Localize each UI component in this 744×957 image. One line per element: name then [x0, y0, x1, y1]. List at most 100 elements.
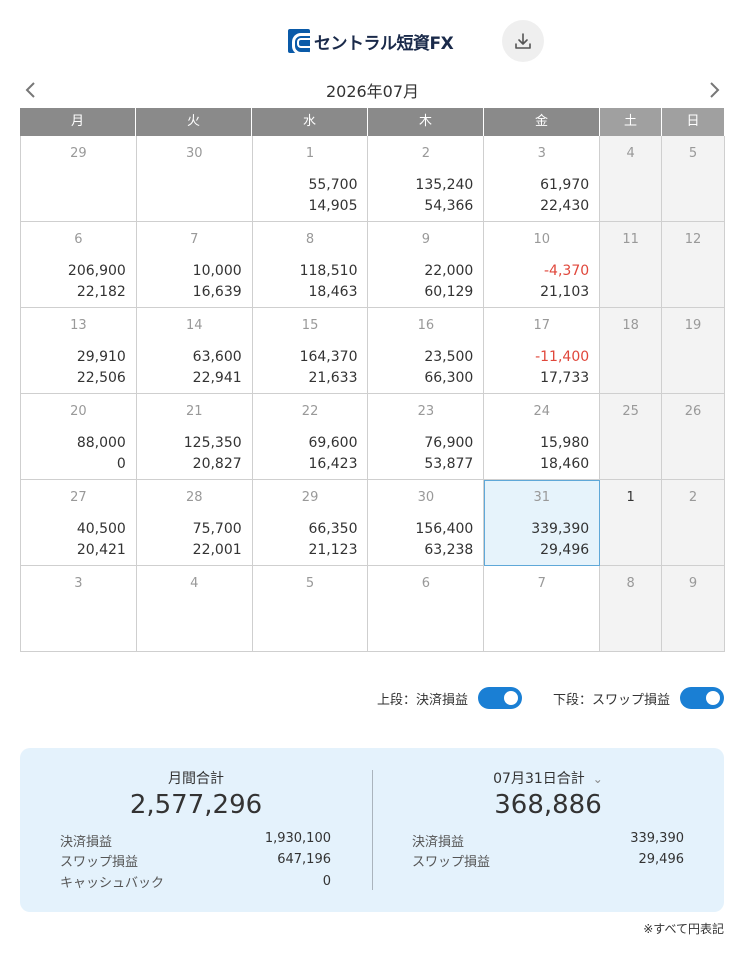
settled-pl-value: 61,970	[540, 177, 590, 193]
day-number: 3	[74, 576, 83, 591]
day-number: 8	[305, 232, 315, 247]
brand-logo: セントラル短資FX	[288, 28, 454, 54]
calendar-day-cell[interactable]: 27 40,500 20,421	[21, 480, 137, 566]
calendar-day-cell[interactable]: 2	[662, 480, 725, 566]
calendar-day-cell[interactable]: 22 69,600 16,423	[252, 394, 369, 480]
monthly-swap-label: スワップ損益	[60, 855, 139, 870]
calendar-day-cell[interactable]: 20 88,000 0	[21, 394, 137, 480]
monthly-swap-value: 647,196	[277, 852, 331, 867]
calendar-day-cell[interactable]: 13 29,910 22,506	[21, 308, 137, 394]
swap-pl-value: 60,129	[424, 284, 474, 300]
calendar-day-cell[interactable]: 15 164,370 21,633	[252, 308, 369, 394]
lower-toggle-switch[interactable]	[680, 687, 725, 709]
day-number: 7	[537, 576, 546, 591]
calendar-day-cell[interactable]: 31 339,390 29,496	[484, 480, 601, 566]
calendar-week-row: 13 29,910 22,506 14 63,600 22,941 15 164,370 21,…	[21, 308, 725, 394]
calendar-day-cell[interactable]: 7 10,000 16,639	[136, 222, 253, 308]
calendar-day-cell[interactable]: 3 61,970 22,430	[484, 136, 601, 222]
settled-pl-value: 135,240	[415, 177, 474, 193]
calendar-day-cell[interactable]: 10 -4,370 21,103	[484, 222, 601, 308]
swap-pl-value: 54,366	[424, 198, 474, 214]
calendar-day-cell[interactable]: 9 22,000 60,129	[368, 222, 485, 308]
calendar-day-cell[interactable]: 25	[600, 394, 663, 480]
day-number: 19	[684, 318, 702, 333]
day-number: 29	[301, 490, 319, 505]
day-number: 30	[185, 146, 203, 161]
calendar-day-cell[interactable]: 5	[252, 566, 369, 652]
day-number: 6	[74, 232, 83, 247]
settled-pl-value: 22,000	[424, 263, 474, 279]
swap-pl-value: 29,496	[540, 542, 590, 558]
weekday-header-cell: 水	[252, 108, 368, 136]
daily-total: 368,886	[494, 790, 602, 820]
calendar-day-cell[interactable]: 18	[600, 308, 663, 394]
settled-pl-value: 55,700	[308, 177, 358, 193]
calendar-day-cell[interactable]: 28 75,700 22,001	[136, 480, 253, 566]
calendar-day-cell[interactable]: 29 66,350 21,123	[252, 480, 369, 566]
calendar-day-cell[interactable]: 4	[600, 136, 663, 222]
daily-summary-selector[interactable]: 07月31日合計 ⌄	[372, 768, 724, 788]
calendar-day-cell[interactable]: 16 23,500 66,300	[368, 308, 485, 394]
next-month-button[interactable]	[705, 80, 725, 100]
calendar-day-cell[interactable]: 29	[21, 136, 137, 222]
calendar-day-cell[interactable]: 2 135,240 54,366	[368, 136, 485, 222]
calendar-day-cell[interactable]: 14 63,600 22,941	[136, 308, 253, 394]
prev-month-button[interactable]	[20, 80, 40, 100]
calendar-day-cell[interactable]: 21 125,350 20,827	[136, 394, 253, 480]
calendar-day-cell[interactable]: 6	[368, 566, 485, 652]
pl-calendar: 月火水木金土日 29 30 1 55,700 14,905 2 135,240 54,366 3…	[20, 108, 725, 652]
swap-pl-value: 0	[116, 456, 126, 472]
monthly-summary-title: 月間合計	[168, 771, 224, 787]
upper-toggle-switch[interactable]	[478, 687, 523, 709]
calendar-day-cell[interactable]: 11	[600, 222, 663, 308]
day-number: 29	[70, 146, 87, 161]
day-number: 20	[70, 404, 87, 419]
monthly-settled-label: 決済損益	[60, 835, 113, 850]
swap-pl-value: 22,001	[192, 542, 242, 558]
calendar-day-cell[interactable]: 30	[136, 136, 253, 222]
weekday-header-cell: 土	[600, 108, 662, 136]
day-number: 16	[417, 318, 435, 333]
daily-swap-label: スワップ損益	[412, 855, 491, 870]
calendar-day-cell[interactable]: 1 55,700 14,905	[252, 136, 369, 222]
weekday-header-cell: 金	[484, 108, 600, 136]
calendar-day-cell[interactable]: 9	[662, 566, 725, 652]
calendar-day-cell[interactable]: 24 15,980 18,460	[484, 394, 601, 480]
download-button[interactable]	[502, 20, 544, 62]
calendar-week-row: 29 30 1 55,700 14,905 2 135,240 54,366 3 61,970 22…	[21, 136, 725, 222]
swap-pl-value: 14,905	[308, 198, 358, 214]
chevron-left-icon	[25, 82, 35, 98]
swap-pl-value: 20,827	[192, 456, 242, 472]
daily-settled-label: 決済損益	[412, 835, 465, 850]
day-number: 10	[533, 232, 550, 247]
calendar-day-cell[interactable]: 30 156,400 63,238	[368, 480, 485, 566]
calendar-day-cell[interactable]: 7	[484, 566, 601, 652]
monthly-cashback-label: キャッシュバック	[60, 876, 165, 891]
calendar-day-cell[interactable]: 8	[600, 566, 663, 652]
calendar-day-cell[interactable]: 1	[600, 480, 663, 566]
day-number: 27	[70, 490, 87, 505]
calendar-day-cell[interactable]: 12	[662, 222, 725, 308]
swap-pl-value: 18,460	[540, 456, 590, 472]
upper-toggle-group: 上段：決済損益	[377, 686, 523, 710]
calendar-day-cell[interactable]: 19	[662, 308, 725, 394]
calendar-day-cell[interactable]: 4	[136, 566, 253, 652]
calendar-grid: 29 30 1 55,700 14,905 2 135,240 54,366 3 61,970 22…	[20, 136, 725, 652]
brand-name: セントラル短資FX	[314, 33, 454, 54]
calendar-day-cell[interactable]: 8 118,510 18,463	[252, 222, 369, 308]
calendar-day-cell[interactable]: 3	[21, 566, 137, 652]
settled-pl-value: 63,600	[192, 349, 242, 365]
day-number: 24	[533, 404, 550, 419]
settled-pl-value: 339,390	[531, 521, 590, 537]
calendar-day-cell[interactable]: 5	[662, 136, 725, 222]
swap-pl-value: 22,941	[192, 370, 242, 386]
settled-pl-value: 164,370	[299, 349, 358, 365]
daily-settled-value: 339,390	[630, 831, 684, 846]
day-number: 12	[684, 232, 702, 247]
calendar-day-cell[interactable]: 26	[662, 394, 725, 480]
calendar-day-cell[interactable]: 17 -11,400 17,733	[484, 308, 601, 394]
calendar-day-cell[interactable]: 6 206,900 22,182	[21, 222, 137, 308]
monthly-cashback-value: 0	[322, 874, 331, 889]
calendar-day-cell[interactable]: 23 76,900 53,877	[368, 394, 485, 480]
weekday-header: 月火水木金土日	[20, 108, 725, 136]
